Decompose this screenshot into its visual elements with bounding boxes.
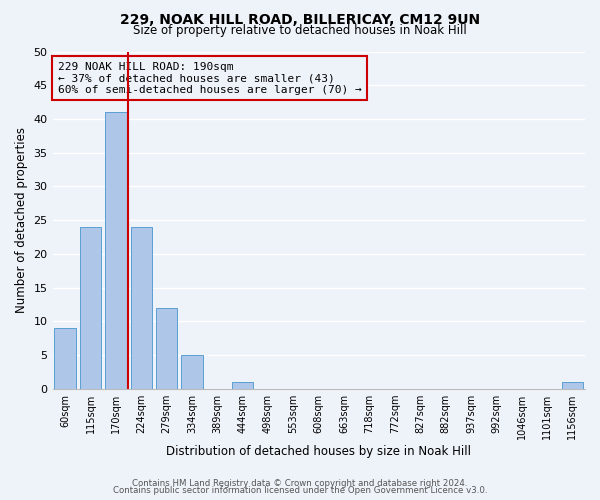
Bar <box>131 227 152 388</box>
Bar <box>232 382 253 388</box>
Bar <box>105 112 127 388</box>
Text: 229, NOAK HILL ROAD, BILLERICAY, CM12 9UN: 229, NOAK HILL ROAD, BILLERICAY, CM12 9U… <box>120 12 480 26</box>
Bar <box>55 328 76 388</box>
Text: Size of property relative to detached houses in Noak Hill: Size of property relative to detached ho… <box>133 24 467 37</box>
Bar <box>80 227 101 388</box>
Bar <box>181 355 203 388</box>
Text: Contains public sector information licensed under the Open Government Licence v3: Contains public sector information licen… <box>113 486 487 495</box>
Bar <box>562 382 583 388</box>
Text: 229 NOAK HILL ROAD: 190sqm
← 37% of detached houses are smaller (43)
60% of semi: 229 NOAK HILL ROAD: 190sqm ← 37% of deta… <box>58 62 362 95</box>
Y-axis label: Number of detached properties: Number of detached properties <box>15 127 28 313</box>
X-axis label: Distribution of detached houses by size in Noak Hill: Distribution of detached houses by size … <box>166 444 471 458</box>
Bar <box>156 308 178 388</box>
Text: Contains HM Land Registry data © Crown copyright and database right 2024.: Contains HM Land Registry data © Crown c… <box>132 478 468 488</box>
